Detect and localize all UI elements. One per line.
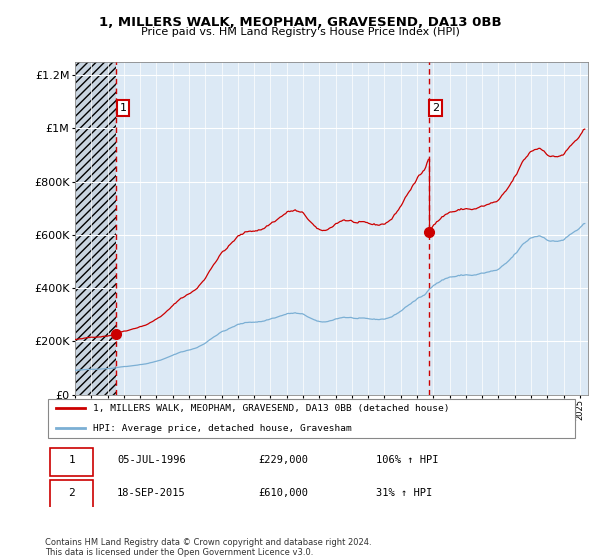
Text: 1, MILLERS WALK, MEOPHAM, GRAVESEND, DA13 0BB (detached house): 1, MILLERS WALK, MEOPHAM, GRAVESEND, DA1… <box>93 404 449 413</box>
Text: Contains HM Land Registry data © Crown copyright and database right 2024.
This d: Contains HM Land Registry data © Crown c… <box>45 538 371 557</box>
Text: 1: 1 <box>119 103 127 113</box>
Text: 31% ↑ HPI: 31% ↑ HPI <box>376 488 433 498</box>
FancyBboxPatch shape <box>50 480 93 508</box>
Text: HPI: Average price, detached house, Gravesham: HPI: Average price, detached house, Grav… <box>93 424 352 433</box>
FancyBboxPatch shape <box>50 447 93 476</box>
Text: 2: 2 <box>431 103 439 113</box>
FancyBboxPatch shape <box>47 399 575 438</box>
Text: Price paid vs. HM Land Registry's House Price Index (HPI): Price paid vs. HM Land Registry's House … <box>140 27 460 37</box>
Text: 2: 2 <box>68 488 75 498</box>
Text: 106% ↑ HPI: 106% ↑ HPI <box>376 455 439 465</box>
Text: £610,000: £610,000 <box>259 488 308 498</box>
Bar <box>75 62 116 395</box>
Text: 1, MILLERS WALK, MEOPHAM, GRAVESEND, DA13 0BB: 1, MILLERS WALK, MEOPHAM, GRAVESEND, DA1… <box>98 16 502 29</box>
Text: £229,000: £229,000 <box>259 455 308 465</box>
Text: 05-JUL-1996: 05-JUL-1996 <box>117 455 186 465</box>
Text: 1: 1 <box>68 455 75 465</box>
Text: 18-SEP-2015: 18-SEP-2015 <box>117 488 186 498</box>
